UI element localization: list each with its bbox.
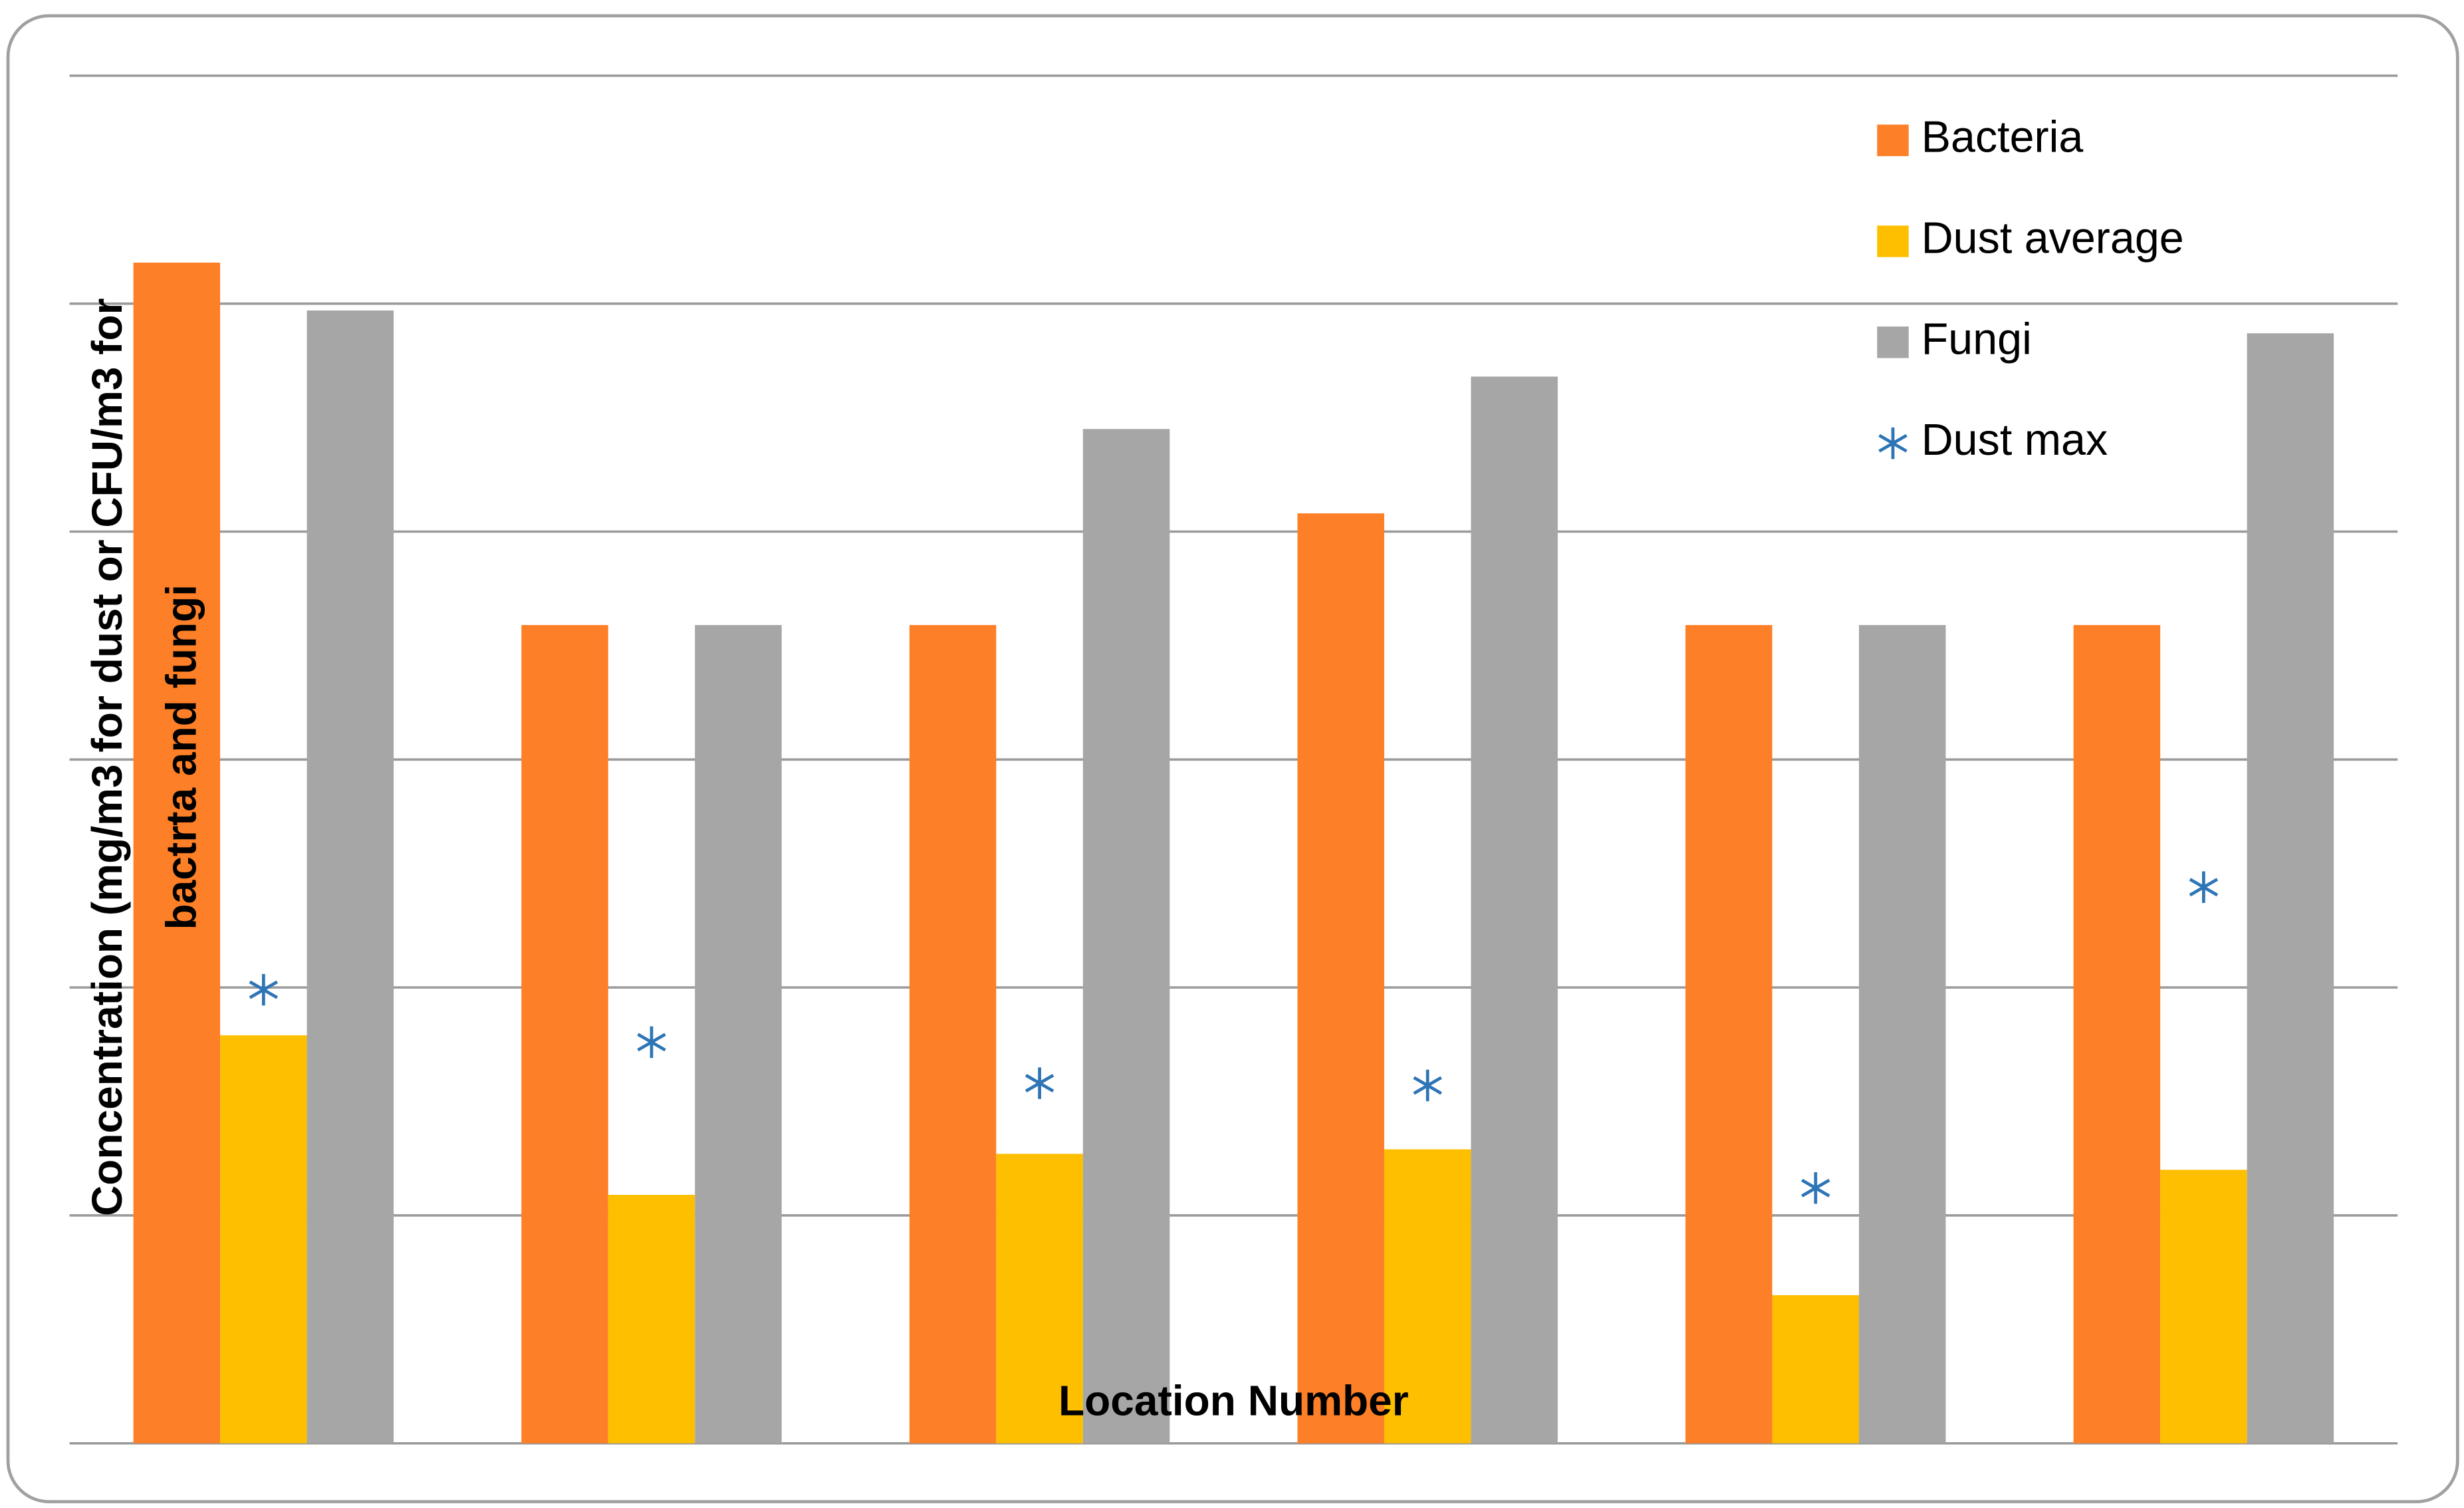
legend-swatch bbox=[1877, 326, 1909, 358]
legend-label: Bacteria bbox=[1921, 113, 2084, 162]
bar bbox=[1384, 1149, 1471, 1444]
bar bbox=[1772, 1295, 1860, 1444]
marker bbox=[1025, 1067, 1054, 1099]
bar bbox=[2247, 333, 2334, 1444]
y-axis-label-line: bactrta and fungi bbox=[158, 584, 205, 930]
bar bbox=[521, 625, 608, 1444]
marker bbox=[249, 973, 279, 1006]
bar bbox=[1685, 625, 1773, 1444]
legend-swatch bbox=[1877, 225, 1909, 257]
bar bbox=[695, 625, 782, 1444]
plot-area bbox=[133, 262, 2334, 1444]
x-axis-label: Location Number bbox=[1058, 1376, 1409, 1424]
bar bbox=[220, 1035, 307, 1444]
bar bbox=[2160, 1170, 2247, 1444]
legend-label: Dust max bbox=[1921, 416, 2108, 465]
bar bbox=[1297, 513, 1384, 1444]
bar bbox=[909, 625, 997, 1444]
marker bbox=[637, 1026, 666, 1059]
bar bbox=[1859, 625, 1946, 1444]
bar bbox=[1082, 429, 1170, 1444]
bar bbox=[1471, 376, 1558, 1444]
y-axis-label-line: Concentration (mg/m3 for dust or CFU/m3 … bbox=[83, 298, 131, 1216]
y-axis-label: Concentration (mg/m3 for dust or CFU/m3 … bbox=[83, 298, 205, 1216]
marker bbox=[2189, 871, 2219, 904]
legend-label: Fungi bbox=[1921, 314, 2032, 364]
marker bbox=[1413, 1069, 1442, 1102]
grid bbox=[69, 74, 2398, 1445]
bar bbox=[608, 1195, 695, 1444]
legend-label: Dust average bbox=[1921, 214, 2184, 263]
bar bbox=[133, 262, 221, 1444]
bar bbox=[2073, 625, 2161, 1444]
bar bbox=[996, 1154, 1083, 1444]
legend: Bacteria Dust average Fungi Dust max bbox=[1877, 113, 2184, 465]
legend-swatch bbox=[1878, 427, 1908, 459]
bar bbox=[307, 310, 394, 1444]
marker bbox=[1801, 1172, 1830, 1204]
legend-swatch bbox=[1877, 124, 1909, 156]
